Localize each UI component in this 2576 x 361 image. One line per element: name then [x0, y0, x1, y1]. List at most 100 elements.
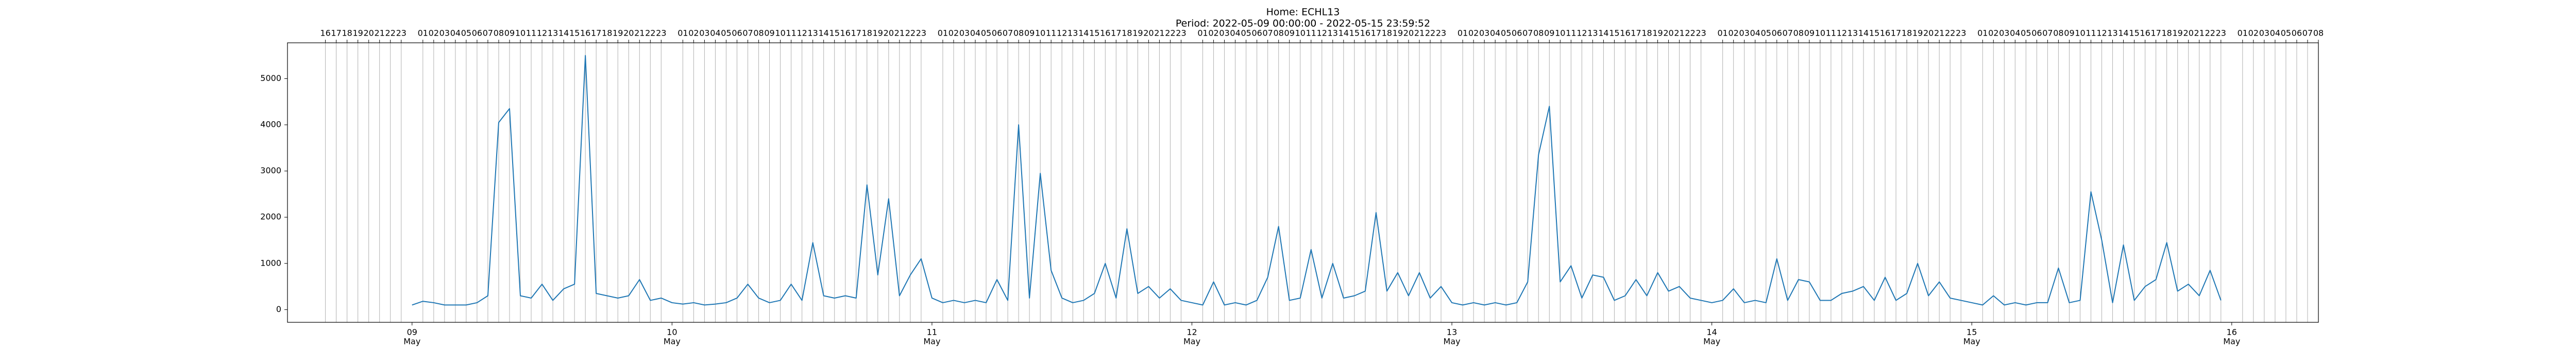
x-tick-label-month: May [403, 337, 420, 347]
x2-tick-label: 13 [548, 28, 558, 38]
x2-tick-label: 16 [1620, 28, 1630, 38]
x2-tick-label: 03 [959, 28, 970, 38]
y-tick-label: 2000 [260, 212, 281, 222]
x2-tick-label: 22 [385, 28, 396, 38]
x2-tick-label: 10 [1815, 28, 1825, 38]
x2-tick-label: 02 [688, 28, 699, 38]
x2-tick-label: 23 [916, 28, 926, 38]
x-tick-label-month: May [1444, 337, 1461, 347]
x2-tick-label: 23 [1176, 28, 1186, 38]
x2-tick-label: 10 [1035, 28, 1045, 38]
x2-tick-label: 01 [1197, 28, 1208, 38]
x2-tick-label: 02 [2248, 28, 2259, 38]
x2-tick-label: 10 [2075, 28, 2085, 38]
x2-tick-label: 13 [1067, 28, 1078, 38]
x2-tick-label: 08 [1533, 28, 1544, 38]
x2-tick-label: 07 [2042, 28, 2053, 38]
x2-tick-label: 17 [1111, 28, 1121, 38]
x2-tick-label: 22 [905, 28, 916, 38]
x2-tick-label: 04 [2010, 28, 2020, 38]
x2-tick-label: 19 [1652, 28, 1663, 38]
x2-tick-label: 23 [656, 28, 666, 38]
x2-tick-label: 22 [1945, 28, 1955, 38]
x2-tick-label: 13 [2107, 28, 2117, 38]
x2-tick-label: 12 [537, 28, 547, 38]
y-tick-label: 5000 [260, 73, 281, 83]
x2-tick-label: 07 [1262, 28, 1273, 38]
x2-tick-label: 19 [1132, 28, 1143, 38]
x2-tick-label: 18 [1902, 28, 1912, 38]
x-tick-label: 10 [667, 327, 677, 337]
x2-tick-label: 12 [2096, 28, 2107, 38]
x2-tick-label: 12 [1577, 28, 1587, 38]
x2-tick-label: 09 [2064, 28, 2074, 38]
x2-tick-label: 20 [1143, 28, 1154, 38]
x2-tick-label: 05 [1241, 28, 1251, 38]
y-tick-label: 4000 [260, 120, 281, 129]
x2-tick-label: 17 [1891, 28, 1901, 38]
x2-tick-label: 16 [320, 28, 330, 38]
x2-tick-label: 20 [2183, 28, 2194, 38]
x2-tick-label: 14 [2118, 28, 2128, 38]
x2-tick-label: 21 [1154, 28, 1164, 38]
x2-tick-label: 13 [1848, 28, 1858, 38]
x2-tick-label: 21 [1674, 28, 1684, 38]
x2-tick-label: 02 [1988, 28, 1998, 38]
x2-tick-label: 14 [558, 28, 569, 38]
x-tick-label: 14 [1706, 327, 1717, 337]
x2-tick-label: 03 [1739, 28, 1750, 38]
x-tick-label: 12 [1187, 327, 1197, 337]
x2-tick-label: 08 [2053, 28, 2063, 38]
x2-tick-label: 12 [1057, 28, 1067, 38]
x2-tick-label: 20 [1663, 28, 1673, 38]
x2-tick-label: 01 [2238, 28, 2248, 38]
y-tick-label: 1000 [260, 258, 281, 268]
x2-tick-label: 13 [807, 28, 818, 38]
x2-tick-label: 11 [1826, 28, 1836, 38]
x2-tick-label: 02 [1728, 28, 1739, 38]
x2-tick-label: 06 [2031, 28, 2042, 38]
x2-tick-label: 14 [819, 28, 829, 38]
x2-tick-label: 18 [1641, 28, 1652, 38]
x2-tick-label: 06 [1772, 28, 1782, 38]
x2-tick-label: 06 [732, 28, 742, 38]
x2-tick-label: 11 [1046, 28, 1056, 38]
x2-tick-label: 01 [1977, 28, 1988, 38]
chart-title: Home: ECHL13 [1266, 7, 1340, 18]
x2-tick-label: 01 [677, 28, 688, 38]
x2-tick-label: 08 [494, 28, 504, 38]
x2-tick-label: 06 [992, 28, 1002, 38]
x2-tick-label: 09 [764, 28, 774, 38]
x2-tick-label: 23 [396, 28, 406, 38]
x2-tick-label: 08 [1013, 28, 1024, 38]
x2-tick-label: 14 [1078, 28, 1089, 38]
x2-tick-label: 19 [613, 28, 623, 38]
x2-tick-label: 17 [591, 28, 601, 38]
x2-tick-label: 08 [753, 28, 764, 38]
x2-tick-label: 09 [1804, 28, 1815, 38]
x2-tick-label: 04 [710, 28, 720, 38]
x2-tick-label: 15 [829, 28, 840, 38]
x-tick-label: 15 [1967, 327, 1977, 337]
x2-tick-label: 02 [429, 28, 439, 38]
x2-tick-label: 23 [1696, 28, 1706, 38]
chart-subtitle: Period: 2022-05-09 00:00:00 - 2022-05-15… [1176, 18, 1430, 29]
x2-tick-label: 09 [1544, 28, 1554, 38]
x2-tick-label: 18 [2161, 28, 2172, 38]
x2-tick-label: 23 [2216, 28, 2226, 38]
x2-tick-label: 12 [1837, 28, 1847, 38]
x2-tick-label: 02 [948, 28, 959, 38]
x2-tick-label: 07 [1522, 28, 1533, 38]
x2-tick-label: 07 [483, 28, 493, 38]
x2-tick-label: 14 [1598, 28, 1608, 38]
x2-tick-label: 10 [1555, 28, 1565, 38]
x2-tick-label: 16 [1360, 28, 1370, 38]
x-tick-label-month: May [1183, 337, 1200, 347]
x2-tick-label: 08 [1274, 28, 1284, 38]
x2-tick-label: 11 [1306, 28, 1316, 38]
x2-tick-label: 17 [851, 28, 861, 38]
x2-tick-label: 05 [721, 28, 731, 38]
